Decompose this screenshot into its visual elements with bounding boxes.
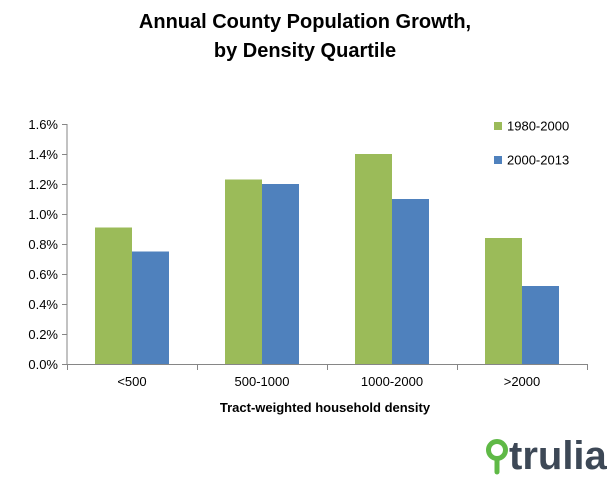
legend-label: 1980-2000 xyxy=(507,119,569,134)
bar-1980-2000->2000 xyxy=(485,238,522,364)
y-tick-label: 0.4% xyxy=(28,297,58,312)
map-pin-icon xyxy=(486,439,508,475)
x-axis-title: Tract-weighted household density xyxy=(220,400,431,415)
logo-wordmark: trulia xyxy=(509,434,608,478)
bar-2000-2013-500-1000 xyxy=(262,184,299,364)
plot-area: 0.0% 0.2% 0.4% 0.6% 0.8% 1.0% 1.2% 1.4% 1.6% <500… xyxy=(28,117,588,389)
y-tick-label: 0.2% xyxy=(28,327,58,342)
bar-2000-2013-<500 xyxy=(132,251,169,364)
x-tick-label: 1000-2000 xyxy=(361,374,423,389)
bar-1980-2000-1000-2000 xyxy=(355,154,392,364)
chart-title-line-2: by Density Quartile xyxy=(213,40,397,62)
y-tick-label: 1.0% xyxy=(28,207,58,222)
x-tick-label: <500 xyxy=(117,374,146,389)
y-tick-label: 0.0% xyxy=(28,357,58,372)
x-tick-label: 500-1000 xyxy=(235,374,290,389)
chart-title-line-1: Annual County Population Growth, xyxy=(138,11,472,33)
bar-2000-2013-1000-2000 xyxy=(392,199,429,364)
y-tick-label: 1.2% xyxy=(28,177,58,192)
legend-label: 2000-2013 xyxy=(507,153,569,168)
y-tick-label: 1.4% xyxy=(28,147,58,162)
y-tick-label: 0.8% xyxy=(28,237,58,252)
legend-swatch xyxy=(494,156,502,164)
chart-title: Annual County Population Growth, by Dens… xyxy=(0,8,610,66)
bar-1980-2000-<500 xyxy=(95,227,132,364)
x-tick-label: >2000 xyxy=(504,374,541,389)
trulia-logo: trulia xyxy=(486,434,608,478)
bar-2000-2013->2000 xyxy=(522,286,559,364)
legend-swatch xyxy=(494,122,502,130)
legend: 1980-2000 2000-2013 xyxy=(494,119,569,168)
y-tick-label: 0.6% xyxy=(28,267,58,282)
y-tick-label: 1.6% xyxy=(28,117,58,132)
bar-1980-2000-500-1000 xyxy=(225,179,262,364)
